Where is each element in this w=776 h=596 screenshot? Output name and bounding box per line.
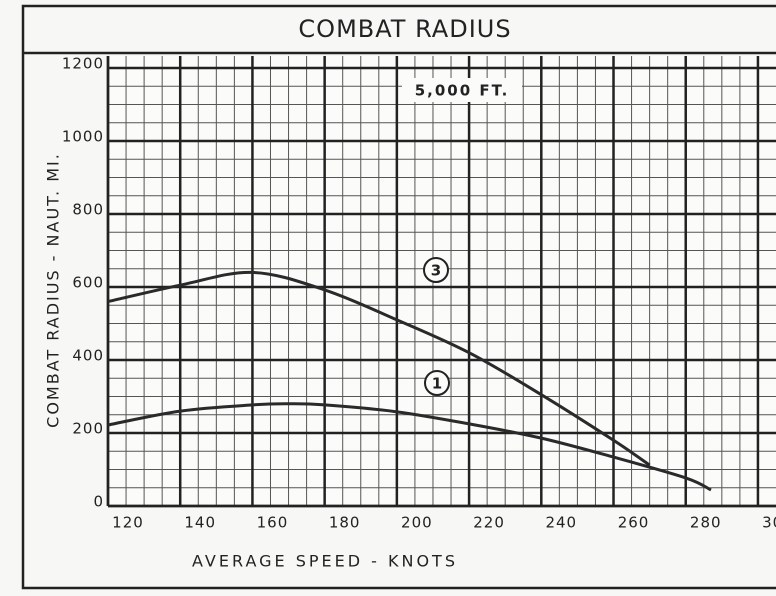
- y-tick-label: 800: [72, 201, 104, 219]
- x-tick-label: 280: [690, 514, 722, 532]
- curve-label-circle: [423, 257, 449, 283]
- x-tick-label: 160: [257, 514, 289, 532]
- grid: [106, 56, 776, 508]
- y-tick-label: 400: [72, 347, 104, 365]
- series-line: [107, 270, 651, 467]
- x-tick-label: 240: [545, 514, 577, 532]
- y-tick-label: 200: [72, 420, 104, 438]
- x-tick-label: 260: [618, 514, 650, 532]
- annotation: 5,000 FT.: [415, 82, 510, 100]
- y-tick-label: 1000: [62, 128, 104, 146]
- x-tick-label: 220: [473, 514, 505, 532]
- chart-title: COMBAT RADIUS: [298, 15, 511, 43]
- y-tick-label: 1200: [62, 55, 104, 73]
- frame: [21, 4, 776, 590]
- y-axis-label: COMBAT RADIUS - NAUT. MI.: [44, 152, 63, 428]
- curve-label: 3: [431, 262, 441, 280]
- curve-label-circle: [424, 370, 450, 396]
- x-tick-label: 140: [184, 514, 216, 532]
- x-tick-label: 180: [329, 514, 361, 532]
- x-tick-label: 200: [401, 514, 433, 532]
- annotation-bg: [402, 78, 522, 102]
- y-tick-label: 600: [72, 274, 104, 292]
- x-axis-label: AVERAGE SPEED - KNOTS: [192, 552, 458, 571]
- x-tick-label: 300: [762, 514, 776, 532]
- marks: 5,000 FT. 3 1: [107, 78, 712, 492]
- y-tick-label: 0: [93, 493, 104, 511]
- x-tick-label: 120: [112, 514, 144, 532]
- curve-label: 1: [432, 375, 442, 393]
- series-line: [107, 402, 712, 492]
